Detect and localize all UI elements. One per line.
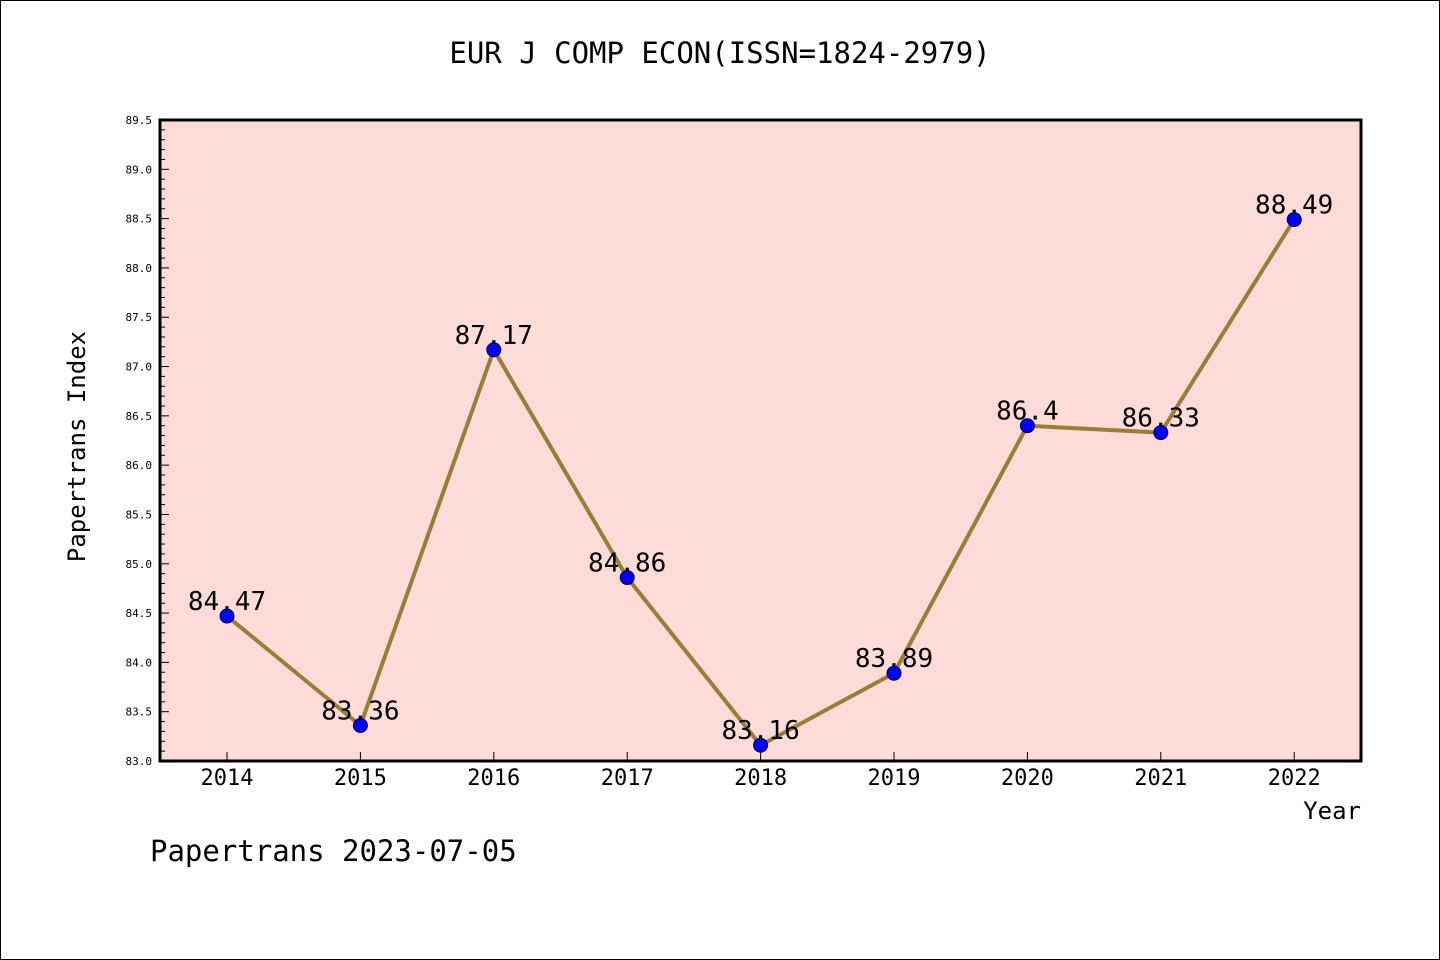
x-tick-label: 2015 xyxy=(334,766,387,791)
data-point xyxy=(352,717,368,733)
data-label: 84.86 xyxy=(588,549,666,579)
data-point xyxy=(619,570,635,586)
y-tick-label: 83.5 xyxy=(126,706,153,719)
data-label: 83.36 xyxy=(321,696,399,726)
data-label: 83.16 xyxy=(721,716,799,746)
y-tick-label: 88.0 xyxy=(126,262,153,275)
data-label: 87.17 xyxy=(455,321,533,351)
data-label: 88.49 xyxy=(1255,191,1333,221)
y-tick-label: 87.0 xyxy=(126,361,153,374)
x-tick-label: 2014 xyxy=(201,766,254,791)
data-point xyxy=(1286,212,1302,228)
y-tick-label: 86.0 xyxy=(126,459,153,472)
y-tick-label: 88.5 xyxy=(126,213,153,226)
y-axis-label: Papertrans Index xyxy=(63,331,91,562)
y-tick-label: 86.5 xyxy=(126,410,153,423)
data-point xyxy=(1019,418,1035,434)
x-tick-label: 2017 xyxy=(601,766,654,791)
data-label: 83.89 xyxy=(855,644,933,674)
x-tick-label: 2022 xyxy=(1268,766,1321,791)
x-tick-label: 2016 xyxy=(467,766,520,791)
data-label: 86.33 xyxy=(1122,404,1200,434)
y-tick-label: 84.0 xyxy=(126,656,153,669)
data-label: 84.47 xyxy=(188,587,266,617)
plot-area xyxy=(160,120,1361,761)
data-point xyxy=(1153,425,1169,441)
plot-border xyxy=(158,118,1363,763)
data-point xyxy=(753,737,769,753)
data-point xyxy=(886,665,902,681)
x-tick-label: 2021 xyxy=(1134,766,1187,791)
x-tick-label: 2020 xyxy=(1001,766,1054,791)
data-point xyxy=(219,608,235,624)
x-tick-label: 2018 xyxy=(734,766,787,791)
data-label: 86.4 xyxy=(996,397,1059,427)
x-tick-label: 2019 xyxy=(868,766,921,791)
y-tick-label: 89.0 xyxy=(126,163,153,176)
footer-watermark: Papertrans 2023-07-05 xyxy=(150,834,517,868)
y-tick-label: 85.0 xyxy=(126,558,153,571)
y-tick-label: 87.5 xyxy=(126,311,153,324)
y-tick-label: 83.0 xyxy=(126,755,153,768)
y-tick-label: 85.5 xyxy=(126,508,153,521)
x-axis-label: Year xyxy=(1303,797,1361,825)
data-point xyxy=(486,342,502,358)
y-tick-label: 84.5 xyxy=(126,607,153,620)
chart-title: EUR J COMP ECON(ISSN=1824-2979) xyxy=(449,36,991,70)
y-tick-label: 89.5 xyxy=(126,114,153,127)
